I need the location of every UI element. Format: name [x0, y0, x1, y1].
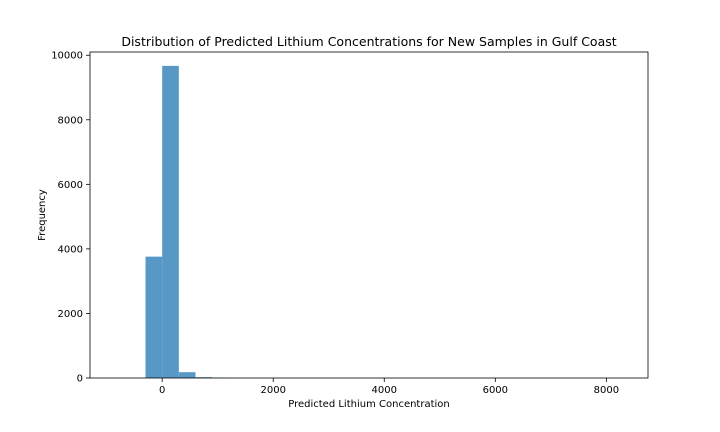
chart-title: Distribution of Predicted Lithium Concen…: [121, 34, 616, 49]
y-tick-label: 0: [77, 374, 83, 385]
histogram-bar: [178, 372, 196, 378]
y-tick-label: 8000: [58, 115, 83, 126]
y-tick-label: 2000: [58, 309, 83, 320]
x-tick-label: 4000: [372, 385, 397, 396]
bars-group: [145, 65, 246, 378]
x-tick-label: 0: [159, 385, 165, 396]
x-axis-label: Predicted Lithium Concentration: [288, 399, 450, 410]
plot-frame: [89, 51, 649, 379]
histogram-bar: [145, 256, 163, 378]
histogram-bar: [195, 377, 213, 378]
x-axis-ticks: 0 2000 4000 6000 8000: [159, 378, 619, 396]
plot-area: 0 2000 4000 6000 8000 0 2000 4000 6000 8000 10000: [51, 51, 649, 396]
y-tick-label: 6000: [58, 180, 83, 191]
y-tick-label: 10000: [51, 51, 83, 62]
y-tick-label: 4000: [58, 244, 83, 255]
x-tick-label: 2000: [260, 385, 285, 396]
x-tick-label: 6000: [483, 385, 508, 396]
x-tick-label: 8000: [594, 385, 619, 396]
y-axis-label: Frequency: [37, 189, 48, 241]
histogram-bar: [162, 65, 179, 378]
y-axis-ticks: 0 2000 4000 6000 8000 10000: [51, 51, 90, 385]
